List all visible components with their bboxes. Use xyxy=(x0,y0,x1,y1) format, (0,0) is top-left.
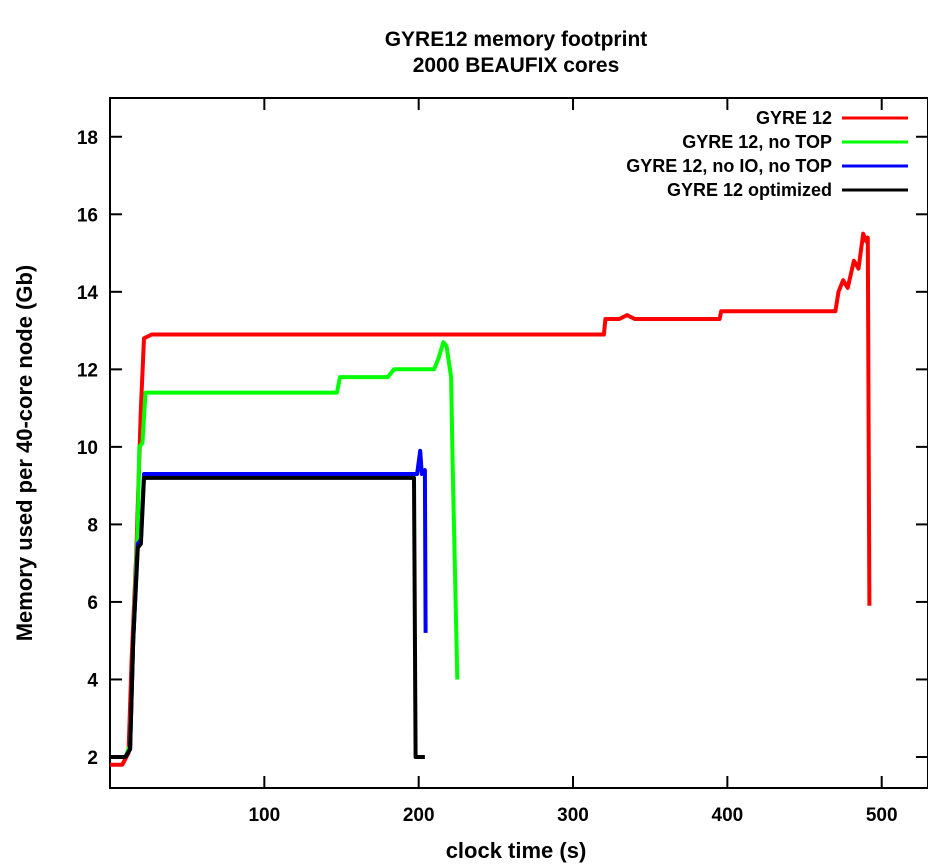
legend-label: GYRE 12 optimized xyxy=(667,180,832,200)
series-line-3 xyxy=(110,448,428,759)
y-tick-label: 12 xyxy=(77,360,98,381)
legend-label: GYRE 12 xyxy=(756,108,832,128)
series-line-2 xyxy=(110,340,460,759)
y-tick-label: 8 xyxy=(87,515,98,536)
chart-subtitle: 2000 BEAUFIX cores xyxy=(413,54,620,77)
y-tick-label: 6 xyxy=(87,593,98,614)
y-tick-label: 14 xyxy=(77,283,99,304)
x-tick-label: 300 xyxy=(557,805,589,826)
y-axis-label: Memory used per 40-core node (Gb) xyxy=(12,265,37,642)
chart-title: GYRE12 memory footprint xyxy=(385,28,648,51)
y-tick-label: 18 xyxy=(77,128,98,149)
x-tick-label: 200 xyxy=(403,805,435,826)
y-tick-label: 2 xyxy=(87,748,98,769)
plot-frame xyxy=(109,97,928,789)
y-tick-label: 4 xyxy=(87,670,98,691)
legend-label: GYRE 12, no TOP xyxy=(682,132,832,152)
series-line-4 xyxy=(110,475,425,759)
series-layer xyxy=(110,231,872,767)
x-tick-label: 100 xyxy=(248,805,280,826)
series-line-1 xyxy=(110,231,872,767)
legend: GYRE 12 GYRE 12, no TOP GYRE 12, no IO, no… xyxy=(626,108,908,200)
x-tick-label: 400 xyxy=(712,805,744,826)
legend-label: GYRE 12, no IO, no TOP xyxy=(626,156,832,176)
y-tick-label: 16 xyxy=(77,205,98,226)
x-axis-label: clock time (s) xyxy=(446,838,587,863)
ticks-layer: 100 200 300 400 500 2 4 6 8 10 12 14 16 18 xyxy=(77,98,928,826)
x-tick-label: 500 xyxy=(866,805,898,826)
y-tick-label: 10 xyxy=(77,438,98,459)
